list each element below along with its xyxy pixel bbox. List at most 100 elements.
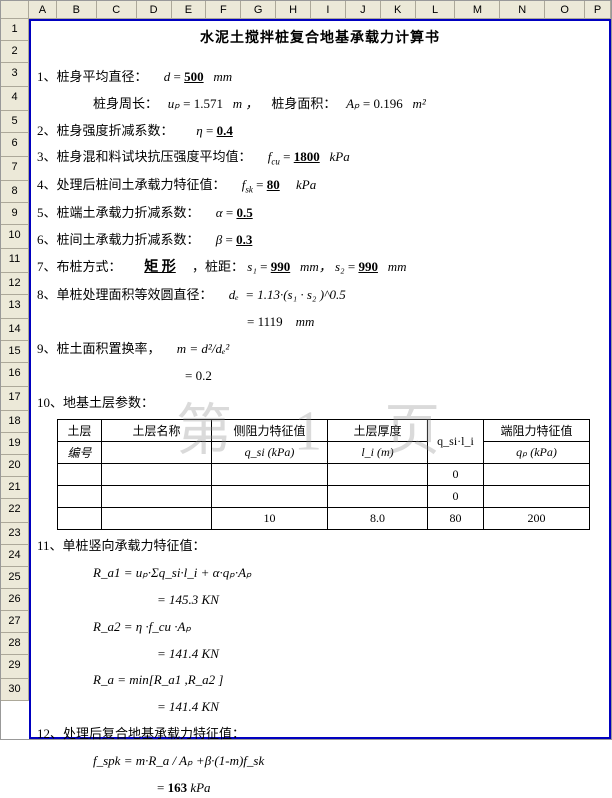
f11b: R_a2 = η ·f_cu ·Aₚ (37, 617, 603, 638)
label: 8、单桩处理面积等效圆直径： (37, 287, 213, 302)
corner-cell (1, 1, 29, 19)
label: 7、布桩方式： (37, 259, 122, 274)
symbol: η (196, 123, 202, 138)
col-header[interactable]: F (206, 1, 241, 18)
row-header[interactable]: 29 (1, 655, 29, 679)
row-header[interactable]: 4 (1, 87, 29, 111)
row-header[interactable]: 7 (1, 157, 29, 181)
pre: = (157, 780, 168, 795)
row-header[interactable]: 13 (1, 295, 29, 319)
value: 500 (184, 69, 204, 84)
row-header[interactable]: 28 (1, 633, 29, 655)
value2: 0.196 (373, 96, 402, 111)
f11c2: = 141.4 KN (37, 697, 603, 718)
symbol: β (216, 232, 222, 247)
col-header[interactable]: O (545, 1, 585, 18)
row-header[interactable]: 25 (1, 567, 29, 589)
item-8: 8、单桩处理面积等效圆直径： dₑ = 1.13·(s₁ · s₂ )^0.5 (37, 285, 603, 306)
document-body: 第 1 页 水泥土搅拌桩复合地基承载力计算书 1、桩身平均直径： d = 500… (29, 19, 611, 739)
row-header[interactable]: 20 (1, 455, 29, 477)
symbol: uₚ (168, 96, 180, 111)
item-12: 12、处理后复合地基承载力特征值： (37, 724, 603, 745)
f11c: R_a = min[R_a1 ,R_a2 ] (37, 670, 603, 691)
unit: kPa (329, 149, 349, 164)
symbol: fcu (268, 149, 280, 164)
label: 9、桩土面积置换率， (37, 341, 161, 356)
unit: kPa (190, 780, 210, 795)
row-header[interactable]: 11 (1, 249, 29, 273)
row-header[interactable]: 22 (1, 499, 29, 523)
column-headers: ABCDEFGHIJKLMNOP (1, 1, 611, 19)
value: 1.571 (194, 96, 223, 111)
label: 1、桩身平均直径： (37, 69, 148, 84)
row-header[interactable]: 27 (1, 611, 29, 633)
value: 1800 (294, 149, 320, 164)
item-3: 3、桩身混和料试块抗压强度平均值： fcu = 1800 kPa (37, 147, 603, 169)
eq: = d²/dₑ² (189, 341, 229, 356)
row-header[interactable]: 26 (1, 589, 29, 611)
col-header[interactable]: H (276, 1, 311, 18)
col-header[interactable]: C (97, 1, 137, 18)
item-11: 11、单桩竖向承载力特征值： (37, 536, 603, 557)
col-header[interactable]: J (346, 1, 381, 18)
row-header[interactable]: 23 (1, 523, 29, 545)
label: 11、单桩竖向承载力特征值： (37, 538, 206, 553)
row-header[interactable]: 2 (1, 41, 29, 63)
row-header[interactable]: 14 (1, 319, 29, 341)
row-header[interactable]: 10 (1, 225, 29, 249)
f12: f_spk = m·R_a / Aₚ +β·(1-m)f_sk (37, 751, 603, 772)
row-headers: 1234567891011121314151617181920212223242… (1, 19, 29, 701)
item-8b: = 1119 mm (37, 312, 603, 333)
s2sym: s₂ (335, 259, 345, 274)
f11a: R_a1 = uₚ·Σq_si·l_i + α·qₚ·Aₚ (37, 563, 603, 584)
res: = 1119 (247, 314, 283, 329)
label: 3、桩身混和料试块抗压强度平均值： (37, 149, 252, 164)
col-header[interactable]: I (311, 1, 346, 18)
row-header[interactable]: 21 (1, 477, 29, 499)
value: 0.5 (236, 205, 252, 220)
row-header[interactable]: 16 (1, 363, 29, 387)
item-2: 2、桩身强度折减系数： η = 0.4 (37, 121, 603, 142)
row-header[interactable]: 30 (1, 679, 29, 701)
label: 2、桩身强度折减系数： (37, 123, 174, 138)
row-header[interactable]: 8 (1, 181, 29, 203)
row-header[interactable]: 3 (1, 63, 29, 87)
label: 6、桩间土承载力折减系数： (37, 232, 200, 247)
label: 5、桩端土承载力折减系数： (37, 205, 200, 220)
col-header[interactable]: D (137, 1, 172, 18)
row-header[interactable]: 19 (1, 433, 29, 455)
row-header[interactable]: 6 (1, 133, 29, 157)
row-header[interactable]: 1 (1, 19, 29, 41)
label: 10、地基土层参数： (37, 395, 154, 410)
row-header[interactable]: 17 (1, 387, 29, 411)
soil-table: 土层土层名称侧阻力特征值土层厚度q_si·l_i端阻力特征值编号q_si (kP… (57, 419, 590, 530)
row-header[interactable]: 15 (1, 341, 29, 363)
symbol: m (177, 341, 186, 356)
item-4: 4、处理后桩间土承载力特征值： fsk = 80 kPa (37, 175, 603, 197)
unit: kPa (296, 177, 316, 192)
item-10: 10、地基土层参数： (37, 393, 603, 414)
page-title: 水泥土搅拌桩复合地基承载力计算书 (37, 27, 603, 47)
row-header[interactable]: 12 (1, 273, 29, 295)
col-header[interactable]: B (57, 1, 97, 18)
col-header[interactable]: L (416, 1, 456, 18)
col-header[interactable]: K (381, 1, 416, 18)
col-header[interactable]: P (585, 1, 611, 18)
symbol: d (164, 69, 171, 84)
col-header[interactable]: M (455, 1, 500, 18)
f11a2: = 145.3 KN (37, 590, 603, 611)
col-header[interactable]: G (241, 1, 276, 18)
item-1b: 桩身周长： uₚ = 1.571 m ， 桩身面积： Aₚ = 0.196 m² (37, 94, 603, 115)
row-header[interactable]: 24 (1, 545, 29, 567)
col-header[interactable]: N (500, 1, 545, 18)
col-header[interactable]: A (29, 1, 57, 18)
value: 0.4 (217, 123, 233, 138)
row-header[interactable]: 5 (1, 111, 29, 133)
row-header[interactable]: 9 (1, 203, 29, 225)
row-header[interactable]: 18 (1, 411, 29, 433)
value: 矩 形 (144, 260, 176, 275)
col-header[interactable]: E (172, 1, 207, 18)
symbol: dₑ (229, 287, 239, 302)
unit: mm (213, 69, 232, 84)
spreadsheet: ABCDEFGHIJKLMNOP 12345678910111213141516… (0, 0, 612, 740)
